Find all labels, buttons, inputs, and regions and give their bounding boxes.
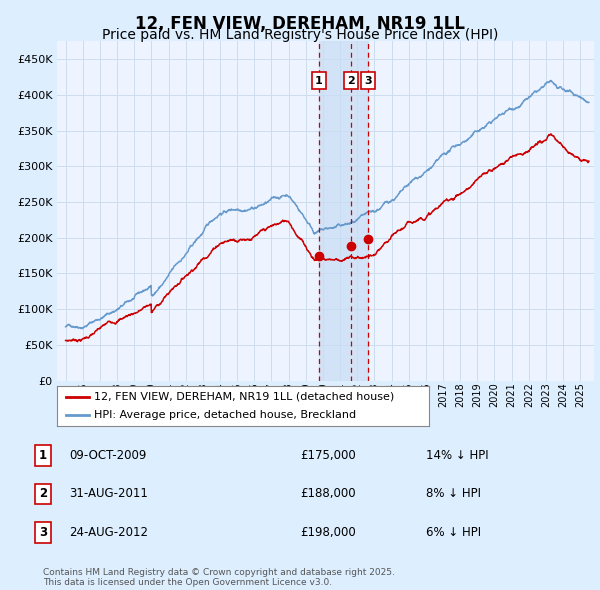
Text: 12, FEN VIEW, DEREHAM, NR19 1LL (detached house): 12, FEN VIEW, DEREHAM, NR19 1LL (detache… xyxy=(94,392,394,402)
Text: 2: 2 xyxy=(39,487,47,500)
Text: 1: 1 xyxy=(39,449,47,462)
Text: Contains HM Land Registry data © Crown copyright and database right 2025.
This d: Contains HM Land Registry data © Crown c… xyxy=(43,568,395,587)
Text: 3: 3 xyxy=(39,526,47,539)
Text: Price paid vs. HM Land Registry's House Price Index (HPI): Price paid vs. HM Land Registry's House … xyxy=(102,28,498,42)
Text: 09-OCT-2009: 09-OCT-2009 xyxy=(69,449,146,462)
Text: HPI: Average price, detached house, Breckland: HPI: Average price, detached house, Brec… xyxy=(94,410,356,420)
Text: £175,000: £175,000 xyxy=(300,449,356,462)
Text: 2: 2 xyxy=(347,76,355,86)
Text: 6% ↓ HPI: 6% ↓ HPI xyxy=(426,526,481,539)
Text: £188,000: £188,000 xyxy=(300,487,356,500)
Text: £198,000: £198,000 xyxy=(300,526,356,539)
Bar xyxy=(319,41,368,381)
Text: 31-AUG-2011: 31-AUG-2011 xyxy=(69,487,148,500)
Text: 3: 3 xyxy=(364,76,372,86)
Text: 14% ↓ HPI: 14% ↓ HPI xyxy=(426,449,488,462)
Text: 8% ↓ HPI: 8% ↓ HPI xyxy=(426,487,481,500)
Text: 1: 1 xyxy=(315,76,323,86)
Text: 24-AUG-2012: 24-AUG-2012 xyxy=(69,526,148,539)
Text: 12, FEN VIEW, DEREHAM, NR19 1LL: 12, FEN VIEW, DEREHAM, NR19 1LL xyxy=(135,15,465,34)
